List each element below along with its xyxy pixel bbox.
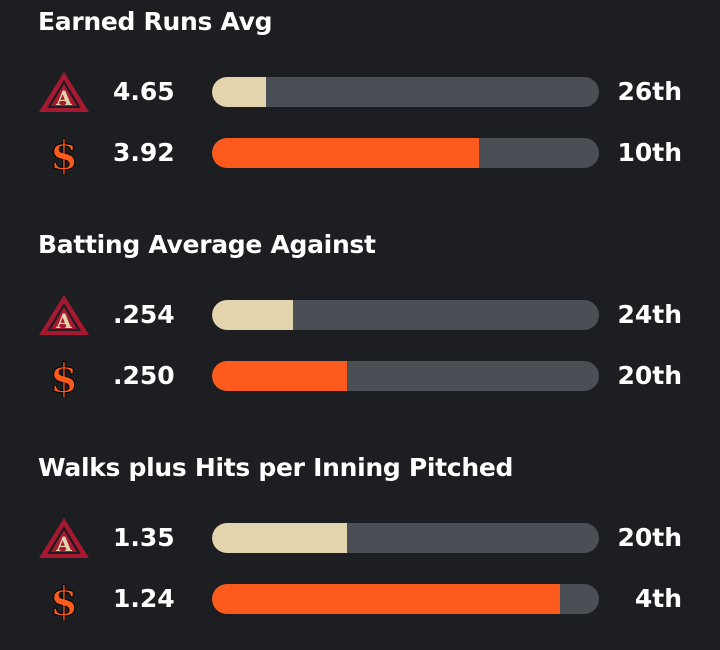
stat-row-giants: $ 3.92 10th <box>0 131 720 176</box>
stat-row-dbacks: A .254 24th <box>0 293 720 337</box>
rank-bar-track <box>212 77 599 107</box>
section-title: Walks plus Hits per Inning Pitched <box>38 453 514 482</box>
rank-bar-track <box>212 523 599 553</box>
league-rank: 4th <box>634 584 682 613</box>
rank-bar-track <box>212 138 599 168</box>
stat-row-giants: $ 1.24 4th <box>0 577 720 622</box>
rank-bar-track <box>212 300 599 330</box>
arizona-diamondbacks-logo-icon: A <box>37 516 91 560</box>
arizona-diamondbacks-logo-icon: A <box>37 293 91 337</box>
stat-row-giants: $ .250 20th <box>0 354 720 399</box>
stat-value: 1.35 <box>113 523 175 552</box>
stat-value: .254 <box>113 300 175 329</box>
stat-value: 4.65 <box>113 77 175 106</box>
rank-bar-fill <box>212 77 267 107</box>
section-title: Earned Runs Avg <box>38 7 273 36</box>
league-rank: 20th <box>617 361 682 390</box>
arizona-diamondbacks-logo-icon: A <box>37 70 91 114</box>
stat-value: 3.92 <box>113 138 175 167</box>
league-rank: 20th <box>617 523 682 552</box>
svg-text:$: $ <box>50 355 78 398</box>
svg-text:$: $ <box>50 578 78 621</box>
rank-bar-fill <box>212 523 348 553</box>
stat-value: 1.24 <box>113 584 175 613</box>
san-francisco-giants-logo-icon: $ <box>37 131 91 176</box>
rank-bar-fill <box>212 138 480 168</box>
san-francisco-giants-logo-icon: $ <box>37 577 91 622</box>
rank-bar-fill <box>212 300 294 330</box>
svg-text:A: A <box>55 309 72 333</box>
stat-value: .250 <box>113 361 175 390</box>
rank-bar-track <box>212 361 599 391</box>
svg-text:A: A <box>55 532 72 556</box>
league-rank: 24th <box>617 300 682 329</box>
rank-bar-fill <box>212 584 561 614</box>
section-title: Batting Average Against <box>38 230 376 259</box>
svg-text:$: $ <box>50 132 78 175</box>
rank-bar-track <box>212 584 599 614</box>
league-rank: 26th <box>617 77 682 106</box>
stat-row-dbacks: A 1.35 20th <box>0 516 720 560</box>
rank-bar-fill <box>212 361 348 391</box>
league-rank: 10th <box>617 138 682 167</box>
stat-row-dbacks: A 4.65 26th <box>0 70 720 114</box>
san-francisco-giants-logo-icon: $ <box>37 354 91 399</box>
svg-text:A: A <box>55 86 72 110</box>
